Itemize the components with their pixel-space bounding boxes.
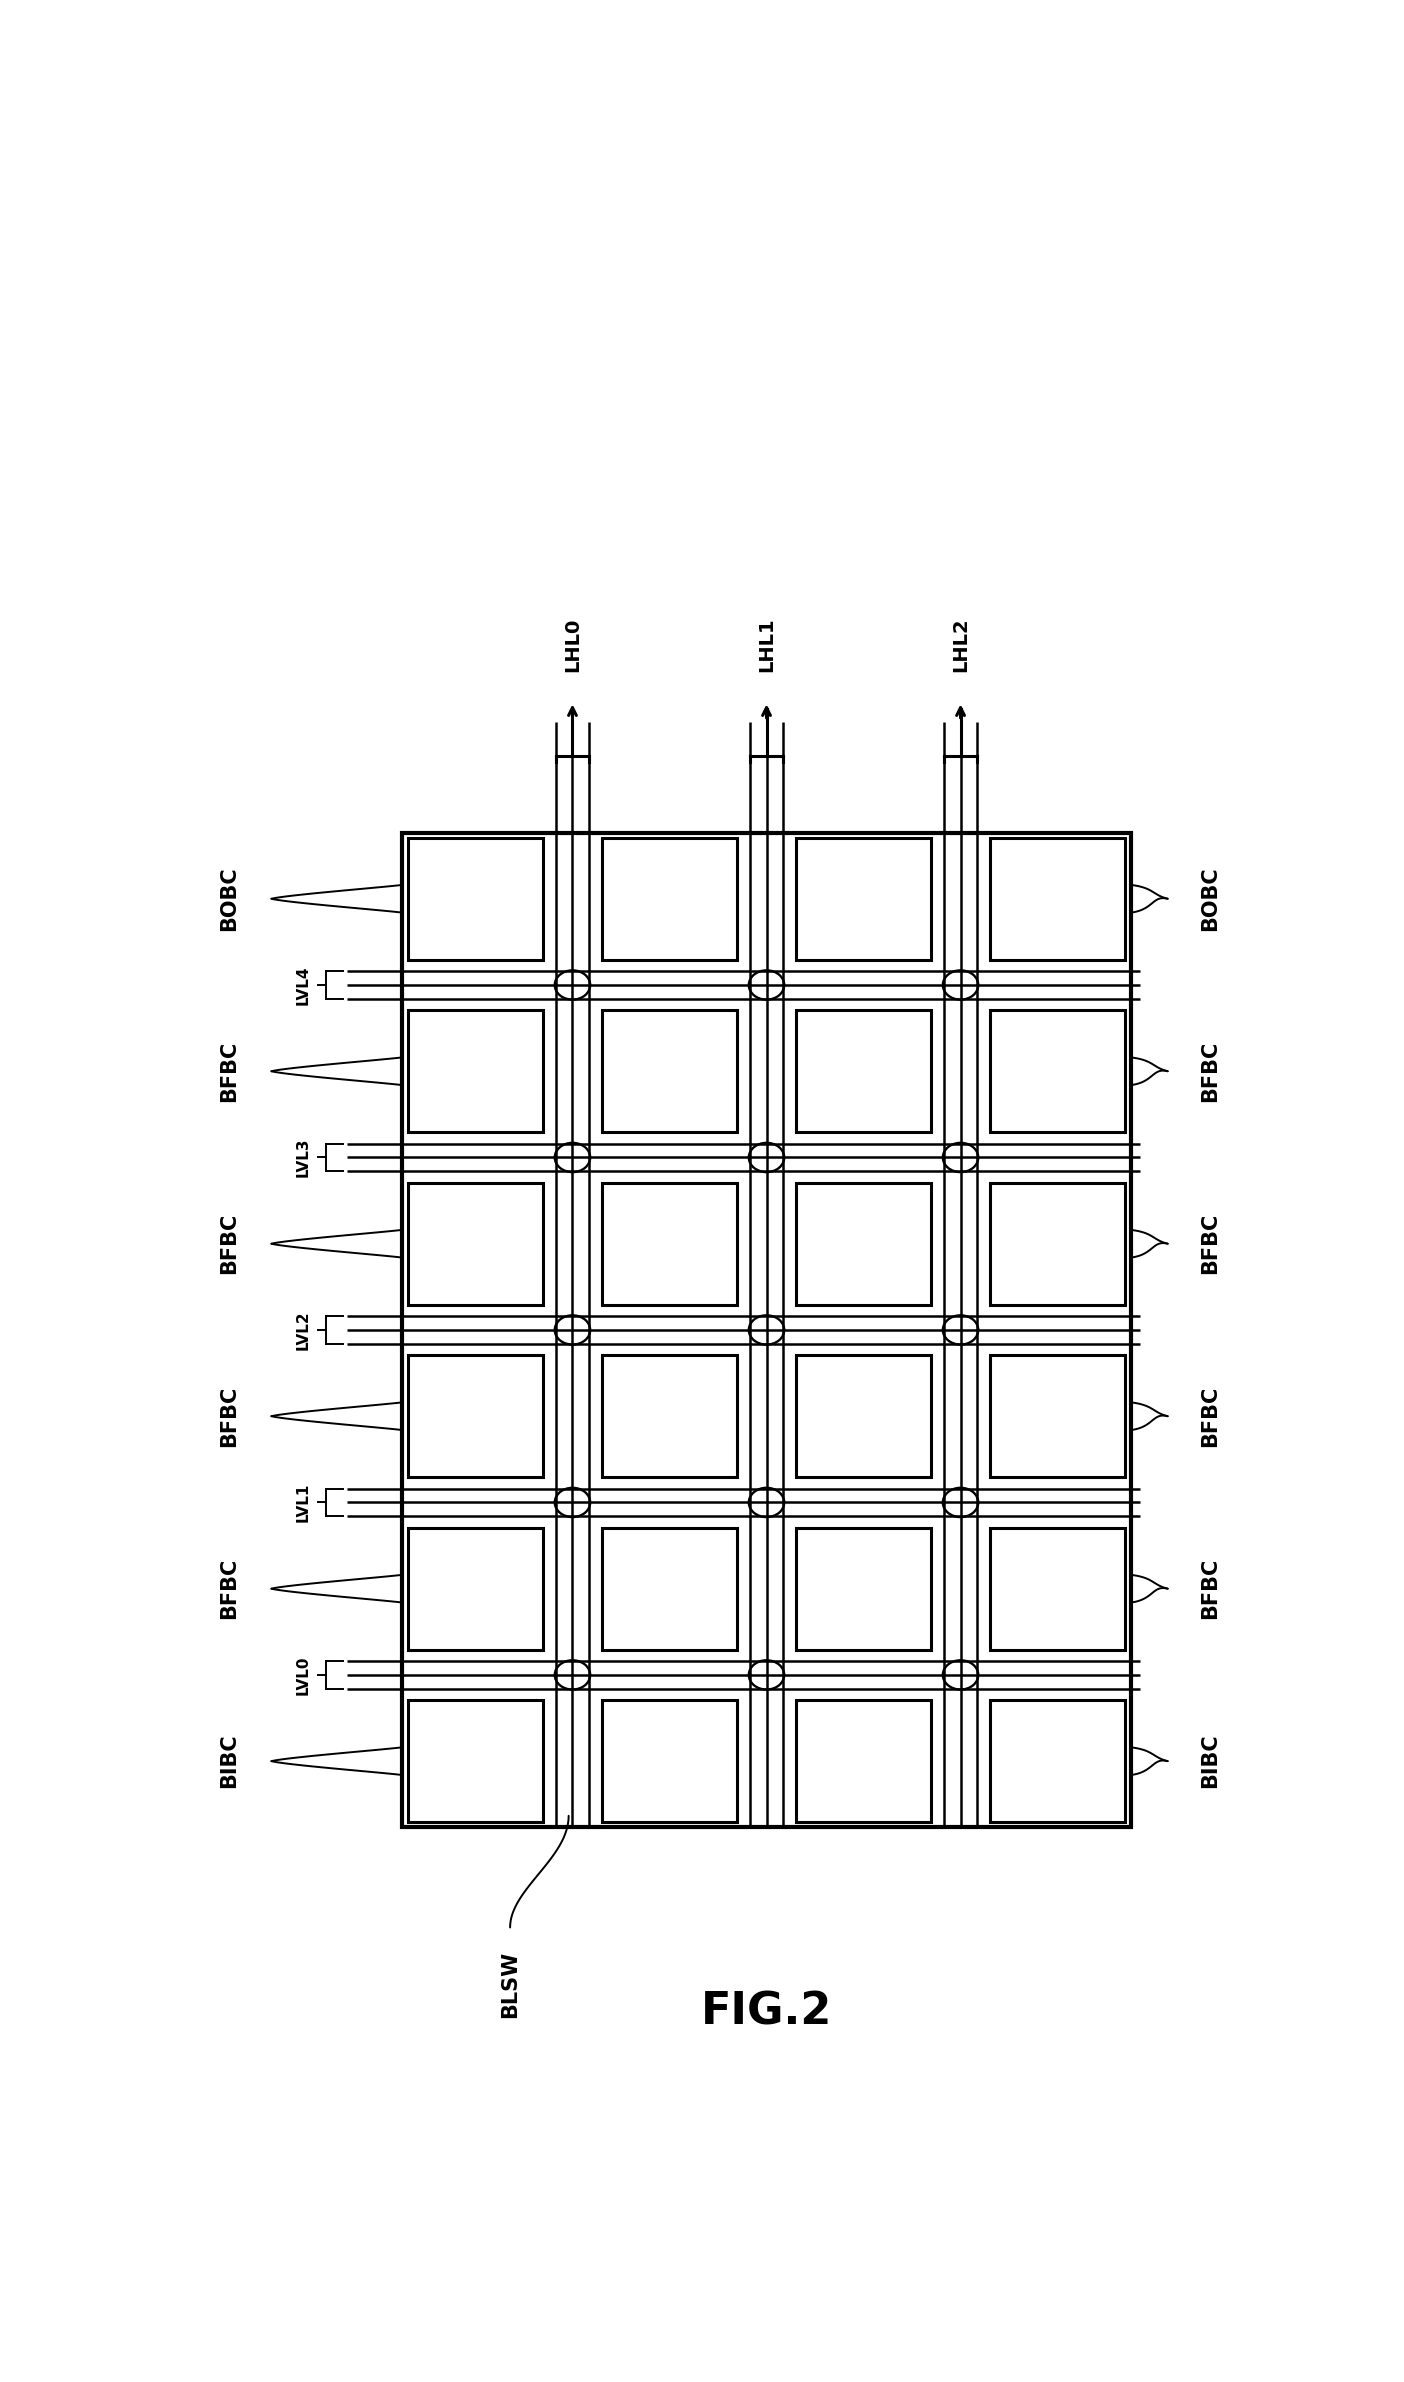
Bar	[796, 1527, 931, 1648]
Text: LVL0: LVL0	[295, 1655, 310, 1694]
Text: LVL2: LVL2	[295, 1310, 310, 1351]
Text: BFBC: BFBC	[1200, 1212, 1220, 1274]
Bar	[796, 1184, 931, 1305]
Text: BOBC: BOBC	[219, 867, 239, 931]
Text: BFBC: BFBC	[219, 1558, 239, 1620]
Text: BIBC: BIBC	[1200, 1734, 1220, 1789]
Bar	[403, 834, 1130, 1827]
Bar	[990, 1701, 1126, 1822]
Text: BIBC: BIBC	[219, 1734, 239, 1789]
Text: LVL4: LVL4	[295, 965, 310, 1005]
Bar	[602, 1184, 737, 1305]
Bar	[602, 1355, 737, 1477]
Bar	[602, 1701, 737, 1822]
Text: BFBC: BFBC	[219, 1212, 239, 1274]
Bar	[602, 838, 737, 960]
Bar	[602, 1527, 737, 1648]
Bar	[990, 1527, 1126, 1648]
Text: LVL3: LVL3	[295, 1139, 310, 1177]
Text: LVL1: LVL1	[295, 1482, 310, 1522]
Text: BOBC: BOBC	[1200, 867, 1220, 931]
Bar	[796, 1355, 931, 1477]
Bar	[990, 1355, 1126, 1477]
Bar	[407, 1527, 543, 1648]
Bar	[990, 1184, 1126, 1305]
Bar	[407, 1701, 543, 1822]
Text: BFBC: BFBC	[1200, 1558, 1220, 1620]
Text: BFBC: BFBC	[1200, 1386, 1220, 1446]
Bar	[990, 838, 1126, 960]
Bar	[407, 1184, 543, 1305]
Bar	[407, 1010, 543, 1131]
Text: BFBC: BFBC	[219, 1041, 239, 1103]
Bar	[990, 1010, 1126, 1131]
Text: LHL1: LHL1	[757, 617, 776, 672]
Text: LHL0: LHL0	[563, 617, 583, 672]
Bar	[796, 1701, 931, 1822]
Text: BFBC: BFBC	[1200, 1041, 1220, 1103]
Text: BFBC: BFBC	[219, 1386, 239, 1446]
Text: FIG.2: FIG.2	[701, 1991, 833, 2034]
Text: BLSW: BLSW	[500, 1951, 519, 2018]
Bar	[796, 1010, 931, 1131]
Text: LHL2: LHL2	[951, 617, 970, 672]
Bar	[796, 838, 931, 960]
Bar	[407, 1355, 543, 1477]
Bar	[407, 838, 543, 960]
Bar	[602, 1010, 737, 1131]
